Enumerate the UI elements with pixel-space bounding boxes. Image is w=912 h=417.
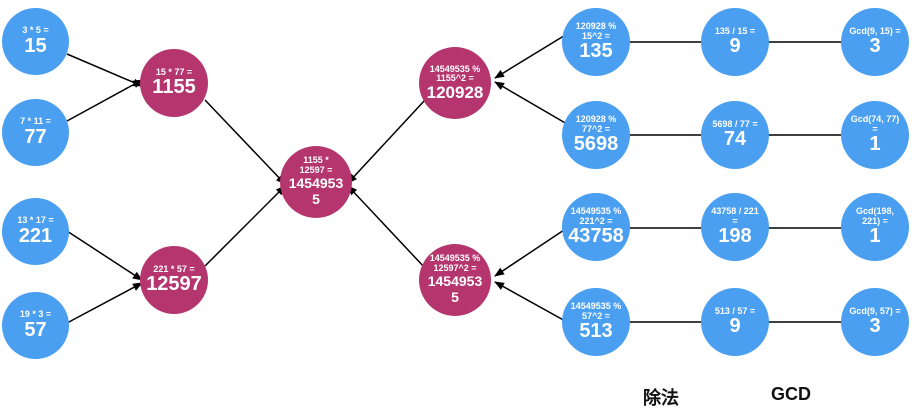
node-221x57-label: 221 * 57 =	[153, 263, 195, 274]
node-g1-value: 3	[869, 35, 881, 58]
node-d198-label: 43758 / 221 =	[711, 206, 759, 226]
node-root: 1155 * 12597 = 1454953 5	[280, 146, 352, 218]
node-r5698: 120928 % 77^2 = 5698	[562, 101, 630, 169]
node-r135-value: 135	[579, 39, 613, 62]
node-d74: 5698 / 77 = 74	[701, 101, 769, 169]
edge-57-to-12597	[66, 282, 143, 324]
node-r5698-value: 5698	[573, 132, 619, 155]
node-3x5-label: 3 * 5 =	[22, 25, 49, 36]
node-r513-value: 513	[579, 319, 613, 342]
node-mod12597-value: 1454953 5	[427, 273, 483, 306]
node-g2: Gcd(74, 77) = 1	[841, 101, 909, 169]
node-root-label: 1155 * 12597 =	[299, 155, 333, 175]
edge-135-to-mod1155	[494, 33, 568, 79]
edge-12597-to-root	[204, 185, 286, 267]
node-d74-value: 74	[723, 128, 747, 151]
node-7x11: 7 * 11 = 77	[2, 99, 69, 166]
node-d9a-label: 135 / 15 =	[714, 25, 756, 36]
node-r5698-label: 120928 % 77^2 =	[575, 114, 617, 134]
node-3x5: 3 * 5 = 15	[2, 8, 69, 75]
node-g4-value: 3	[869, 315, 881, 338]
edge-15-to-1155	[66, 53, 143, 87]
node-g3-value: 1	[869, 224, 881, 247]
node-d9b: 513 / 57 = 9	[701, 288, 769, 356]
node-d9b-label: 513 / 57 =	[714, 305, 756, 316]
node-r513-label: 14549535 % 57^2 =	[570, 301, 622, 321]
node-15x77-value: 1155	[152, 76, 196, 99]
node-r135-label: 120928 % 15^2 =	[575, 21, 617, 41]
edge-mod1155-to-root	[347, 99, 426, 184]
node-3x5-value: 15	[24, 34, 47, 57]
node-15x77: 15 * 77 = 1155	[140, 49, 208, 117]
edge-1155-to-root	[204, 99, 286, 185]
edge-mod12597-to-root	[347, 185, 426, 269]
edge-513-to-mod12597	[494, 281, 568, 323]
node-19x3: 19 * 3 = 57	[2, 292, 69, 359]
node-mod12597: 14549535 % 12597^2 = 1454953 5	[419, 244, 491, 316]
node-r43758-value: 43758	[568, 224, 624, 247]
node-13x17-value: 221	[18, 224, 53, 247]
node-g3-label: Gcd(198, 221) =	[855, 206, 895, 226]
node-mod1155-value: 120928	[426, 82, 484, 102]
edge-77-to-1155	[66, 79, 143, 122]
node-g4: Gcd(9, 57) = 3	[841, 288, 909, 356]
node-d198-value: 198	[718, 224, 752, 247]
node-19x3-value: 57	[24, 318, 47, 341]
node-g1-label: Gcd(9, 15) =	[849, 25, 901, 36]
node-13x17: 13 * 17 = 221	[2, 198, 69, 265]
node-221x57: 221 * 57 = 12597	[140, 246, 208, 314]
node-r513: 14549535 % 57^2 = 513	[562, 288, 630, 356]
node-7x11-value: 77	[24, 125, 47, 148]
caption-division: 除法	[643, 388, 679, 408]
node-d74-label: 5698 / 77 =	[712, 118, 758, 129]
node-g1: Gcd(9, 15) = 3	[841, 8, 909, 76]
node-mod12597-label: 14549535 % 12597^2 =	[429, 253, 481, 273]
node-g4-label: Gcd(9, 57) =	[849, 305, 901, 316]
edge-43758-to-mod12597	[494, 227, 568, 277]
node-r43758-label: 14549535 % 221^2 =	[570, 206, 622, 226]
caption-gcd: GCD	[771, 384, 811, 404]
node-d9b-value: 9	[729, 315, 741, 338]
node-mod1155-label: 14549535 % 1155^2 =	[429, 63, 481, 84]
node-r135: 120928 % 15^2 = 135	[562, 8, 630, 76]
node-d9a: 135 / 15 = 9	[701, 8, 769, 76]
edge-221-to-12597	[66, 230, 143, 281]
node-mod1155: 14549535 % 1155^2 = 120928	[419, 47, 491, 119]
node-15x77-label: 15 * 77 =	[155, 66, 193, 77]
node-g3: Gcd(198, 221) = 1	[841, 193, 909, 261]
node-root-value: 1454953 5	[288, 175, 344, 208]
node-d198: 43758 / 221 = 198	[701, 193, 769, 261]
node-13x17-label: 13 * 17 =	[17, 215, 54, 226]
node-g2-value: 1	[869, 132, 881, 155]
node-7x11-label: 7 * 11 =	[20, 116, 51, 127]
node-r43758: 14549535 % 221^2 = 43758	[562, 193, 630, 261]
node-g2-label: Gcd(74, 77) =	[850, 114, 900, 134]
node-d9a-value: 9	[729, 35, 741, 58]
edge-5698-to-mod1155	[494, 81, 568, 125]
node-221x57-value: 12597	[146, 273, 202, 296]
node-19x3-label: 19 * 3 =	[19, 309, 52, 320]
